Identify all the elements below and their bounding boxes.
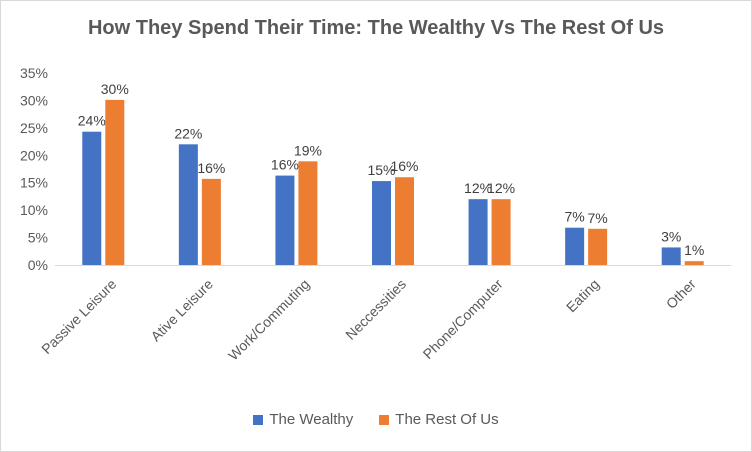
data-label-wealthy: 22% [174,125,202,141]
bar-rest [201,178,221,265]
legend-swatch-wealthy [253,414,264,425]
y-tick-label: 10% [20,202,48,218]
category-label: Other [663,276,699,312]
category-label: Phone/Computer [420,276,506,362]
bar-rest [298,161,318,265]
data-label-wealthy: 24% [78,113,106,129]
legend: The Wealthy The Rest Of Us [1,411,751,428]
data-label-rest: 16% [390,158,418,174]
legend-item-wealthy: The Wealthy [253,411,353,428]
legend-item-rest: The Rest Of Us [379,411,499,428]
category-label: Ative Leisure [147,276,216,345]
data-label-wealthy: 12% [464,180,492,196]
y-tick-label: 20% [20,147,48,163]
bar-wealthy [178,144,198,265]
chart-title: How They Spend Their Time: The Wealthy V… [87,17,665,39]
data-label-wealthy: 7% [565,209,585,225]
bar-rest [395,177,414,265]
legend-label-wealthy: The Wealthy [269,411,354,428]
bar-wealthy [565,227,585,265]
bar-rest [105,99,125,265]
bar-wealthy [82,131,102,265]
data-label-wealthy: 3% [661,228,681,244]
data-label-rest: 30% [101,81,129,97]
data-label-rest: 7% [588,210,608,226]
bar-wealthy [275,175,295,265]
data-label-rest: 19% [294,142,322,158]
y-tick-label: 5% [28,230,48,246]
legend-swatch-rest [379,414,390,425]
category-label: Eating [563,276,602,315]
data-label-wealthy: 15% [367,162,395,178]
y-tick-label: 0% [28,257,48,273]
bar-rest [684,261,704,265]
legend-label-rest: The Rest Of Us [395,411,499,428]
data-label-rest: 12% [487,180,515,196]
data-label-wealthy: 16% [271,157,299,173]
data-label-rest: 1% [684,242,704,258]
bar-rest [491,199,511,265]
y-tick-label: 30% [20,92,48,108]
bar-rest [588,228,608,265]
bar-wealthy [468,199,488,265]
bar-wealthy [661,247,681,265]
data-label-rest: 16% [197,160,225,176]
y-tick-label: 35% [20,65,48,81]
y-tick-label: 15% [20,175,48,191]
y-tick-label: 25% [20,120,48,136]
category-label: Neccessities [342,276,409,343]
bar-wealthy [372,181,391,265]
category-label: Passive Leisure [38,276,119,357]
category-label: Work/Commuting [225,276,313,364]
